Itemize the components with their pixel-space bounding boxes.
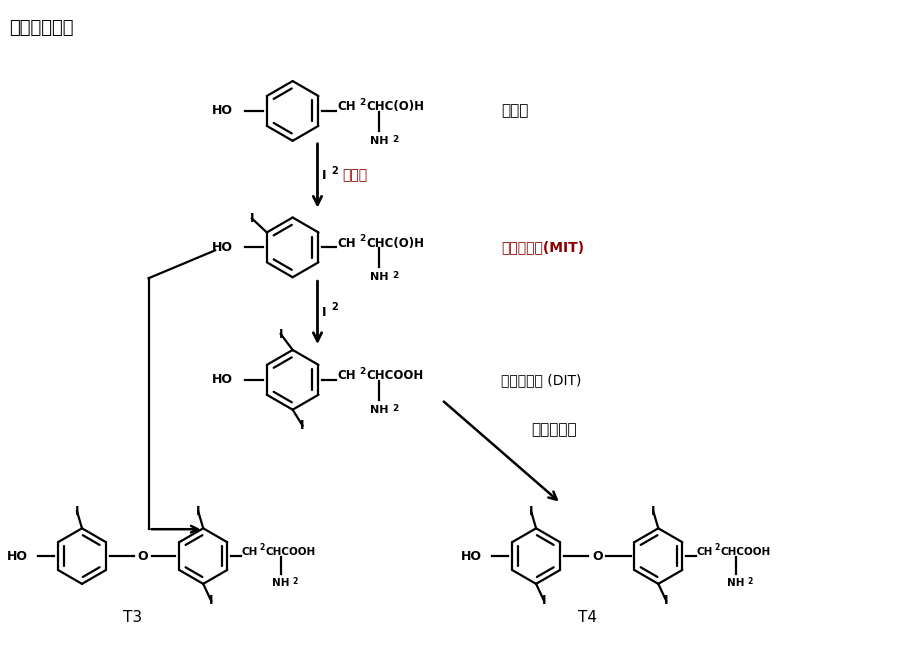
Text: HO: HO <box>6 550 28 562</box>
Text: I: I <box>249 212 254 225</box>
Text: 2: 2 <box>332 302 338 312</box>
Text: CH: CH <box>242 547 258 557</box>
Text: I: I <box>278 327 283 341</box>
Text: I: I <box>529 505 533 518</box>
Text: 2: 2 <box>260 543 265 552</box>
Text: CH: CH <box>337 100 356 114</box>
Text: T4: T4 <box>578 610 597 626</box>
Text: I: I <box>664 594 668 607</box>
Text: 2: 2 <box>359 367 366 376</box>
Text: 2: 2 <box>332 166 338 175</box>
Text: 2: 2 <box>293 577 298 586</box>
Text: NH: NH <box>272 578 289 588</box>
Text: 二分子聚合: 二分子聚合 <box>531 422 577 437</box>
Text: I: I <box>322 306 326 319</box>
Text: CHC(O)H: CHC(O)H <box>366 100 424 114</box>
Text: I: I <box>300 419 305 432</box>
Text: O: O <box>138 550 148 562</box>
Text: T3: T3 <box>123 610 142 626</box>
Text: 酪氨酸: 酪氨酸 <box>502 103 529 118</box>
Text: CHCOOH: CHCOOH <box>266 547 316 557</box>
Text: 碘单质: 碘单质 <box>342 169 368 183</box>
Text: I: I <box>322 169 326 182</box>
Text: NH: NH <box>370 272 388 282</box>
Text: HO: HO <box>212 104 233 118</box>
Text: HO: HO <box>212 374 233 386</box>
Text: 一碘酪氨酸(MIT): 一碘酪氨酸(MIT) <box>502 241 585 255</box>
Text: HO: HO <box>212 241 233 254</box>
Text: CH: CH <box>697 547 713 557</box>
Text: 2: 2 <box>359 235 366 243</box>
Text: I: I <box>541 594 546 607</box>
Text: I: I <box>209 594 213 607</box>
Text: I: I <box>651 505 656 518</box>
Text: 2: 2 <box>392 404 398 413</box>
Text: O: O <box>592 550 602 562</box>
Text: CHCOOH: CHCOOH <box>721 547 771 557</box>
Text: I: I <box>196 505 201 518</box>
Text: 2: 2 <box>392 271 398 280</box>
Text: 2: 2 <box>748 577 753 586</box>
Text: HO: HO <box>460 550 481 562</box>
Text: CHC(O)H: CHC(O)H <box>366 237 424 250</box>
Text: I: I <box>75 505 79 518</box>
Text: 2: 2 <box>392 135 398 144</box>
Text: 2: 2 <box>359 98 366 107</box>
Text: （见下图）。: （见下图）。 <box>9 19 74 37</box>
Text: CH: CH <box>337 370 356 382</box>
Text: NH: NH <box>370 136 388 146</box>
Text: NH: NH <box>370 405 388 415</box>
Text: 2: 2 <box>715 543 720 552</box>
Text: NH: NH <box>727 578 745 588</box>
Text: 二碘酪氨酸 (DIT): 二碘酪氨酸 (DIT) <box>502 373 582 387</box>
Text: CHCOOH: CHCOOH <box>366 370 423 382</box>
Text: CH: CH <box>337 237 356 250</box>
